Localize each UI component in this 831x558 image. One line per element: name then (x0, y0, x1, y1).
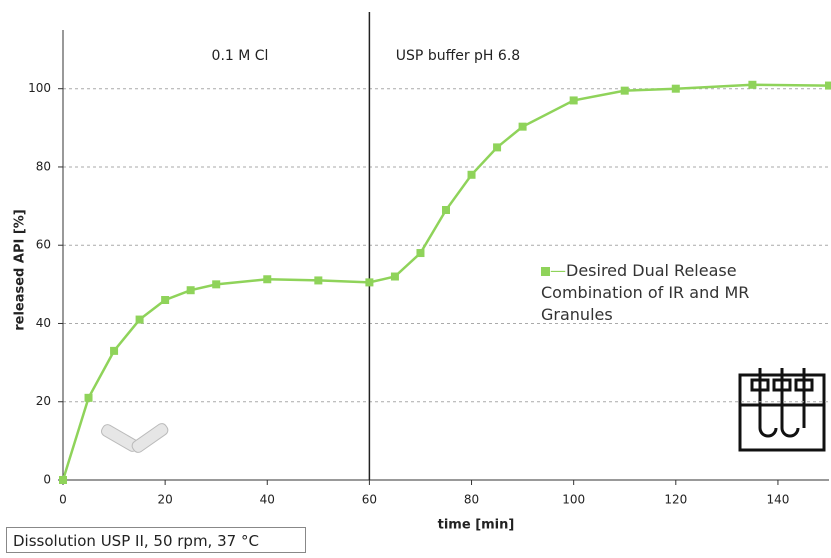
legend-swatch (541, 267, 550, 276)
y-tick-label: 20 (36, 394, 51, 408)
marker (748, 80, 757, 89)
x-tick-label: 80 (464, 493, 479, 507)
marker (84, 393, 93, 402)
marker (110, 346, 119, 355)
x-tick-label: 40 (260, 493, 275, 507)
marker (212, 280, 221, 289)
marker (620, 86, 629, 95)
marker (825, 81, 831, 90)
marker (314, 276, 323, 285)
marker (365, 278, 374, 287)
footnote: Dissolution USP II, 50 rpm, 37 °C (6, 527, 306, 553)
legend-label: Desired Dual Release Combination of IR a… (541, 261, 750, 324)
annotation: 0.1 M Cl (212, 48, 269, 64)
tablet-icon (101, 423, 169, 453)
x-tick-label: 0 (59, 493, 67, 507)
marker (390, 272, 399, 281)
y-tick-label: 0 (43, 473, 51, 487)
y-axis-label: released API [%] (13, 209, 28, 331)
marker (59, 476, 67, 484)
annotation: USP buffer pH 6.8 (396, 48, 520, 64)
marker (263, 275, 272, 284)
x-tick-label: 20 (157, 493, 172, 507)
x-tick-label: 100 (562, 493, 585, 507)
marker (416, 249, 425, 258)
marker (671, 84, 680, 93)
marker (442, 206, 450, 214)
y-tick-label: 80 (36, 159, 51, 173)
marker (135, 315, 144, 324)
x-axis-label: time [min] (438, 518, 515, 533)
y-tick-label: 40 (36, 316, 51, 330)
marker (493, 143, 502, 152)
x-tick-label: 60 (362, 493, 377, 507)
x-tick-label: 140 (766, 493, 789, 507)
x-tick-label: 120 (664, 493, 687, 507)
marker (186, 286, 195, 295)
apparatus-icon (738, 368, 826, 452)
marker (161, 296, 170, 304)
marker (518, 122, 527, 131)
y-tick-label: 60 (36, 238, 51, 252)
y-tick-label: 100 (28, 81, 51, 95)
marker (467, 170, 476, 179)
marker (569, 96, 578, 105)
legend: —Desired Dual Release Combination of IR … (541, 261, 750, 324)
